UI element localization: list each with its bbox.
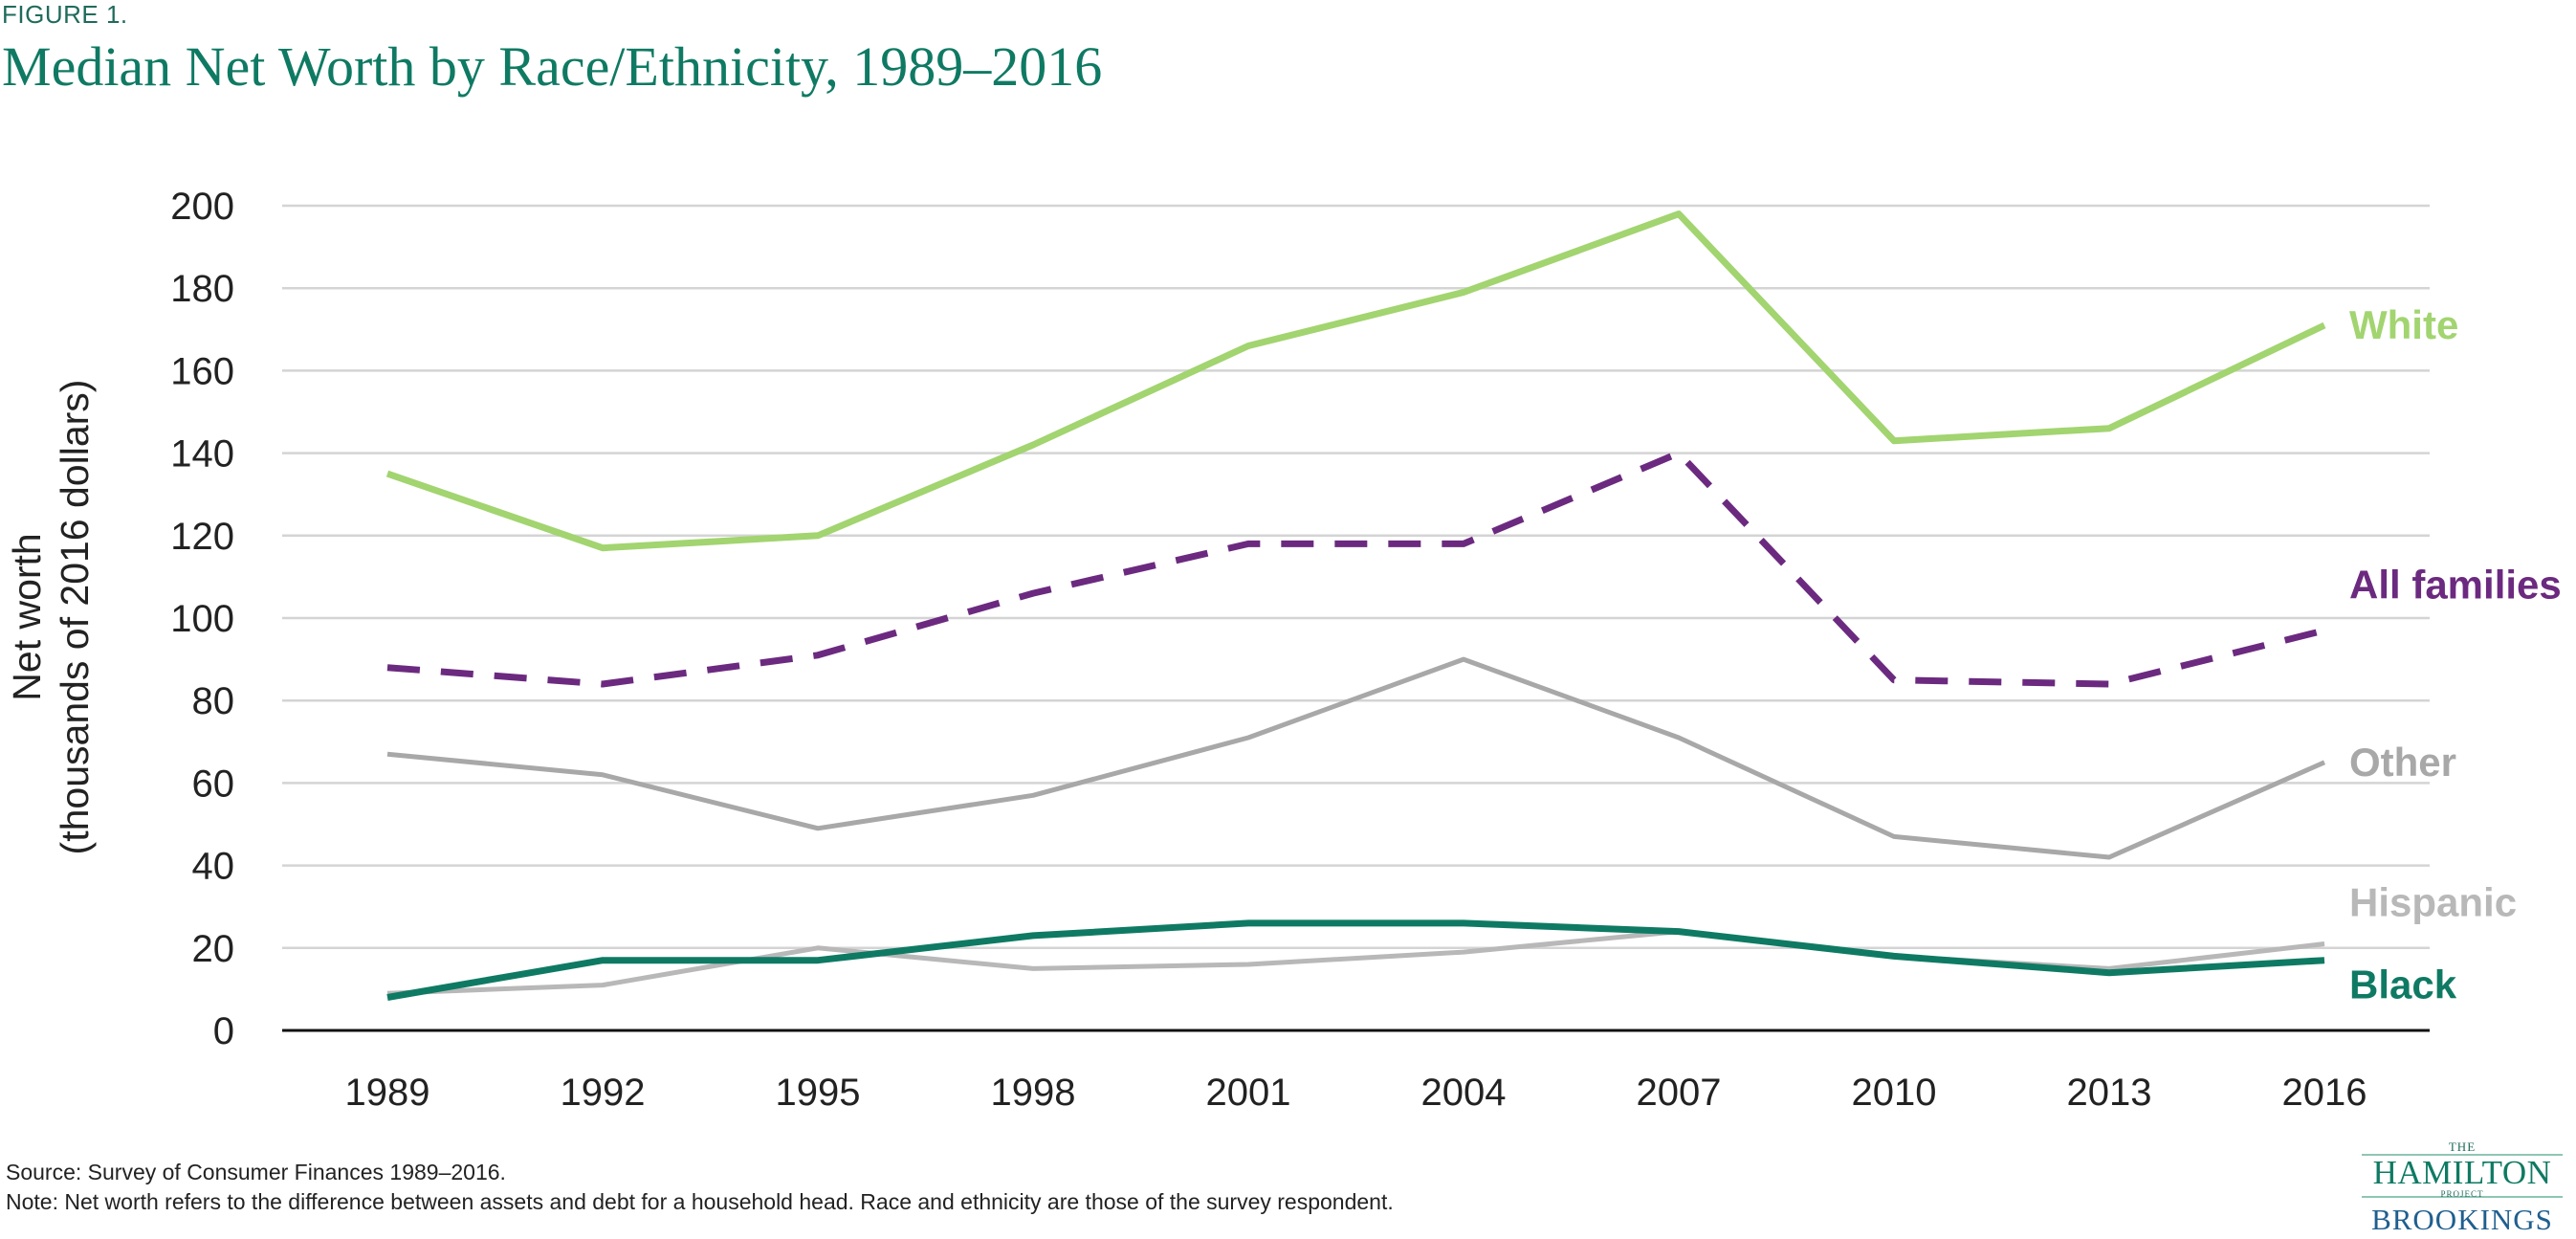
y-tick-label: 200 xyxy=(170,186,234,228)
series-line-other xyxy=(386,656,2326,860)
x-tick-label: 2004 xyxy=(1421,1072,1507,1114)
logo-the: THE xyxy=(2448,1139,2477,1154)
x-tick-label: 1989 xyxy=(345,1072,430,1114)
series-line-black xyxy=(386,919,2325,1001)
y-axis-label-line2: (thousands of 2016 dollars) xyxy=(53,380,97,855)
y-tick-label: 40 xyxy=(192,846,235,888)
x-tick-label: 1998 xyxy=(991,1072,1076,1114)
series-label-black: Black xyxy=(2349,962,2457,1007)
x-tick-label: 2013 xyxy=(2067,1072,2152,1114)
y-tick-label: 160 xyxy=(170,350,234,392)
hamilton-brookings-logo: THE HAMILTON PROJECT BROOKINGS xyxy=(2359,1140,2565,1236)
y-tick-label: 120 xyxy=(170,516,234,558)
y-tick-label: 180 xyxy=(170,268,234,310)
logo-brookings: BROOKINGS xyxy=(2371,1203,2553,1236)
y-axis-label-line1: Net worth xyxy=(5,533,49,700)
series-label-other: Other xyxy=(2349,740,2456,785)
line-chart: 0 20 40 60 80 100 120 140 160 180 200 1989 1992 1995… xyxy=(5,186,2562,1114)
y-axis: 0 20 40 60 80 100 120 140 160 180 200 xyxy=(170,186,234,1052)
y-tick-label: 0 xyxy=(213,1010,234,1052)
series-line-white xyxy=(385,210,2326,552)
y-tick-label: 20 xyxy=(192,928,235,970)
figure-label: FIGURE 1. xyxy=(2,0,128,29)
x-tick-label: 2010 xyxy=(1852,1072,1937,1114)
chart-title: Median Net Worth by Race/Ethnicity, 1989… xyxy=(2,35,1103,98)
logo-project: PROJECT xyxy=(2440,1189,2484,1199)
series-label-white: White xyxy=(2349,302,2458,347)
x-tick-label: 1995 xyxy=(776,1072,861,1114)
series-label-all-families: All families xyxy=(2349,563,2562,608)
y-tick-label: 60 xyxy=(192,763,235,805)
y-tick-label: 100 xyxy=(170,598,234,640)
series-line-all-families xyxy=(386,450,2325,688)
series-labels: White All families Other Hispanic Black xyxy=(2349,302,2562,1007)
definition-note: Note: Net worth refers to the difference… xyxy=(6,1189,1394,1214)
x-axis: 1989 1992 1995 1998 2001 2004 2007 2010 2013 2016 xyxy=(282,1029,2430,1114)
y-tick-label: 80 xyxy=(192,680,235,722)
logo-hamilton: HAMILTON xyxy=(2372,1154,2552,1191)
gridlines xyxy=(282,204,2430,950)
series-lines xyxy=(385,210,2326,1001)
y-tick-label: 140 xyxy=(170,433,234,476)
source-note: Source: Survey of Consumer Finances 1989… xyxy=(6,1160,506,1184)
x-tick-label: 1992 xyxy=(561,1072,646,1114)
x-tick-label: 2001 xyxy=(1206,1072,1291,1114)
x-tick-label: 2007 xyxy=(1637,1072,1722,1114)
x-tick-label: 2016 xyxy=(2282,1072,2367,1114)
footnotes: Source: Survey of Consumer Finances 1989… xyxy=(6,1158,1394,1217)
series-label-hispanic: Hispanic xyxy=(2349,879,2517,924)
logo-hamilton-box: HAMILTON PROJECT xyxy=(2362,1154,2563,1199)
